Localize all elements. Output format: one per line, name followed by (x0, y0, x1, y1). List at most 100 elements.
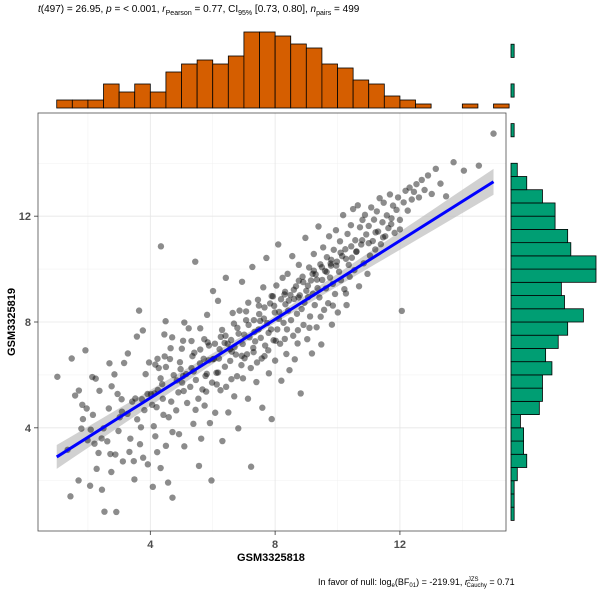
data-point (200, 355, 207, 362)
data-point (342, 255, 350, 262)
data-point (315, 223, 322, 230)
data-point (157, 375, 164, 382)
data-point (233, 373, 241, 380)
data-point (276, 340, 284, 347)
data-point (326, 274, 334, 281)
data-point (317, 313, 324, 320)
data-point (327, 262, 335, 269)
data-point (89, 373, 96, 381)
y-tick-label: 8 (25, 317, 31, 329)
data-point (383, 212, 391, 219)
y-histogram-bar (510, 321, 569, 336)
data-point (213, 381, 220, 388)
data-point (82, 347, 89, 354)
data-point (317, 261, 324, 268)
y-histogram-bar (510, 427, 524, 442)
data-point (396, 226, 404, 233)
data-point (406, 184, 413, 191)
data-point (230, 320, 238, 327)
data-point (135, 307, 143, 314)
data-point (126, 448, 133, 456)
data-point (132, 395, 139, 402)
data-point (336, 238, 344, 245)
y-histogram-bar (510, 255, 597, 270)
data-point (93, 465, 100, 473)
data-point (68, 355, 75, 362)
data-point (331, 290, 339, 298)
y-histogram-bar (510, 467, 518, 482)
data-point (149, 483, 157, 491)
data-point (292, 283, 300, 290)
data-point (226, 357, 234, 365)
data-point (286, 366, 293, 374)
data-point (104, 438, 111, 445)
data-point (54, 373, 61, 380)
data-point (98, 435, 105, 442)
n-label: n (311, 4, 317, 15)
data-point (279, 274, 286, 282)
data-point (361, 211, 369, 219)
data-point (108, 383, 115, 390)
caption-r-superscript: JZS (468, 577, 479, 583)
data-point (328, 256, 335, 264)
data-point (318, 264, 326, 271)
data-point (418, 176, 425, 184)
data-point (166, 355, 174, 363)
data-point (353, 248, 360, 256)
data-point (206, 419, 214, 427)
data-point (208, 379, 216, 386)
r-label: r (162, 4, 166, 15)
data-point (250, 316, 258, 324)
t-df: (497) (41, 4, 64, 15)
data-point (404, 207, 411, 214)
data-point (71, 392, 79, 399)
data-point (133, 333, 141, 340)
data-point (329, 302, 337, 309)
y-histogram-bar (510, 189, 543, 204)
p-label: p (105, 4, 112, 15)
data-point (229, 309, 236, 317)
data-point (306, 324, 313, 332)
data-point (265, 370, 273, 377)
data-point (388, 215, 395, 222)
data-point (270, 337, 277, 344)
y-histogram-bar (510, 453, 528, 468)
data-point (115, 427, 122, 435)
data-point (280, 319, 287, 326)
data-point (320, 306, 328, 314)
data-point (202, 372, 209, 380)
y-histogram-bar (510, 242, 572, 257)
data-point (227, 336, 235, 344)
data-point (201, 402, 208, 409)
y-histogram-bar (510, 334, 559, 349)
data-point (393, 206, 400, 214)
data-point (368, 204, 375, 211)
data-point (217, 333, 225, 341)
data-point (379, 219, 386, 226)
x-histogram-bar (212, 63, 229, 109)
y-histogram-bar (510, 176, 528, 191)
y-histogram-bar (510, 308, 584, 323)
data-point (297, 390, 304, 397)
data-point (181, 319, 188, 326)
data-point (212, 409, 219, 416)
data-point (144, 390, 151, 398)
data-point (273, 282, 280, 289)
data-point (205, 342, 213, 349)
data-point (153, 403, 160, 411)
y-histogram-bar (510, 229, 569, 244)
data-point (179, 337, 187, 344)
data-point (201, 335, 208, 343)
data-point (369, 237, 376, 245)
data-point (152, 361, 159, 368)
data-point (256, 317, 264, 325)
data-point (281, 291, 288, 298)
data-point (424, 172, 432, 179)
data-point (185, 325, 192, 332)
data-point (130, 457, 137, 465)
data-point (385, 224, 392, 232)
data-point (209, 287, 217, 295)
x-histogram-bar (103, 83, 120, 109)
data-point (165, 414, 172, 421)
data-point (137, 424, 145, 431)
